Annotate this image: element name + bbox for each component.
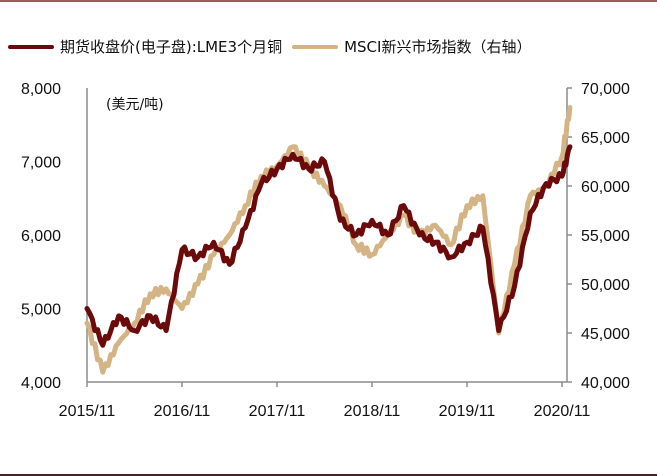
- x-tick-label: 2018/11: [344, 403, 401, 420]
- left-tick-label: 7,000: [21, 155, 61, 172]
- series-lines: [84, 105, 573, 375]
- legend-swatch-msci: [292, 44, 339, 49]
- x-tick-label: 2016/11: [154, 403, 211, 420]
- unit-label: (美元/吨): [106, 97, 164, 113]
- axes: [86, 87, 572, 387]
- legend-label-msci: MSCI新兴市场指数（右轴）: [344, 38, 532, 56]
- x-tick-label: 2019/11: [439, 403, 496, 420]
- right-tick-label: 50,000: [581, 277, 630, 294]
- copper-price-line: [84, 144, 573, 348]
- legend-label-copper: 期货收盘价(电子盘):LME3个月铜: [60, 38, 283, 56]
- x-tick-label: 2015/11: [59, 403, 116, 420]
- top-rule: [0, 0, 657, 2]
- left-tick-label: 6,000: [21, 228, 61, 245]
- right-tick-label: 65,000: [581, 130, 630, 147]
- x-tick-label: 2020/11: [534, 403, 591, 420]
- x-tick-label: 2017/11: [249, 403, 306, 420]
- left-tick-label: 4,000: [21, 375, 61, 392]
- right-tick-label: 45,000: [581, 326, 630, 343]
- legend-item-copper: 期货收盘价(电子盘):LME3个月铜: [8, 36, 282, 57]
- legend-swatch-copper: [8, 44, 54, 49]
- bottom-rule: [0, 474, 657, 476]
- legend: 期货收盘价(电子盘):LME3个月铜 MSCI新兴市场指数（右轴）: [8, 36, 541, 57]
- right-tick-label: 60,000: [581, 179, 630, 196]
- tick-labels: 8,000 7,000 6,000 5,000 4,000 70,000 65,000 60,…: [21, 81, 630, 420]
- left-tick-label: 5,000: [21, 302, 61, 319]
- left-tick-label: 8,000: [21, 81, 61, 98]
- legend-item-msci: MSCI新兴市场指数（右轴）: [292, 36, 531, 57]
- right-tick-label: 40,000: [581, 375, 630, 392]
- right-tick-label: 70,000: [581, 81, 630, 98]
- right-tick-label: 55,000: [581, 228, 630, 245]
